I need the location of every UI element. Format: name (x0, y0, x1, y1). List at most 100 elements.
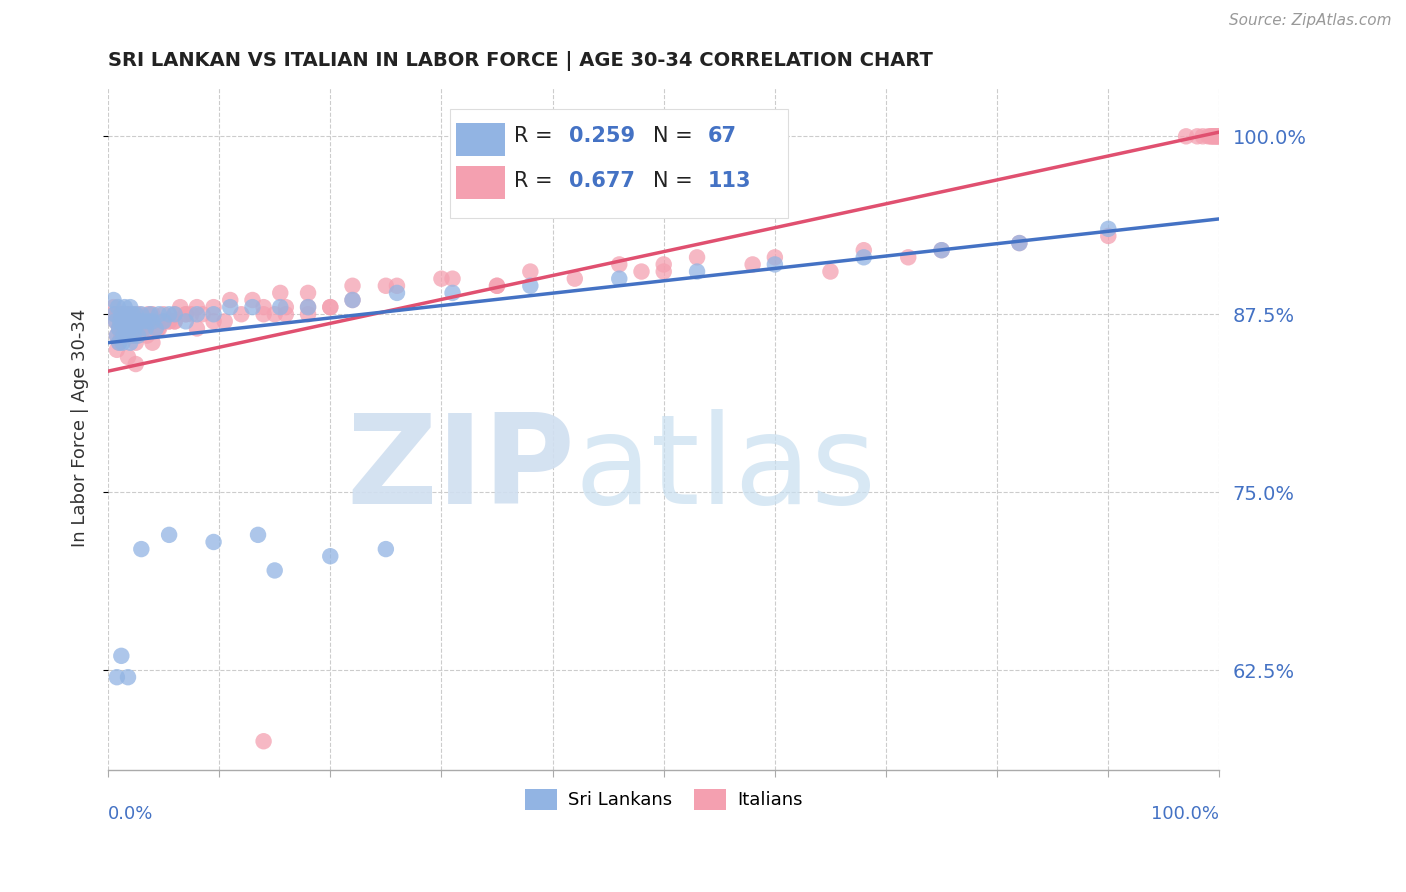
Point (110, 314, 132, 328)
Point (607, 271, 630, 285)
Text: N =: N = (652, 170, 699, 191)
Point (136, 307, 159, 321)
Point (319, 549, 342, 564)
Point (1202, 129, 1225, 144)
Point (111, 335, 134, 350)
Point (252, 307, 274, 321)
Point (111, 328, 134, 343)
Point (104, 307, 127, 321)
Point (342, 278, 364, 293)
Point (1097, 229, 1119, 244)
Point (263, 564, 285, 578)
Point (763, 257, 786, 271)
Point (191, 307, 214, 321)
Point (135, 321, 157, 335)
Point (105, 670, 128, 684)
Point (135, 314, 157, 328)
Point (931, 243, 953, 257)
Point (820, 264, 842, 278)
Point (105, 328, 128, 343)
Point (107, 300, 129, 314)
Point (169, 300, 191, 314)
Point (202, 307, 225, 321)
Point (120, 335, 142, 350)
Point (128, 307, 150, 321)
Point (120, 307, 142, 321)
Point (564, 271, 586, 285)
FancyBboxPatch shape (456, 123, 505, 156)
Point (141, 335, 163, 350)
Point (157, 314, 180, 328)
Point (385, 285, 408, 300)
Point (686, 250, 709, 264)
Point (219, 300, 242, 314)
Point (112, 321, 135, 335)
Point (120, 300, 142, 314)
Point (108, 335, 131, 350)
Point (117, 350, 139, 364)
Point (145, 321, 167, 335)
Point (121, 328, 143, 343)
Point (118, 328, 141, 343)
Legend: Sri Lankans, Italians: Sri Lankans, Italians (516, 780, 811, 819)
Point (1206, 129, 1229, 144)
Point (122, 321, 145, 335)
Point (111, 314, 134, 328)
Point (114, 307, 136, 321)
Point (242, 293, 264, 307)
Point (114, 321, 136, 335)
Point (152, 314, 174, 328)
Point (1204, 129, 1226, 144)
Point (114, 321, 136, 335)
Point (163, 314, 186, 328)
Point (114, 314, 136, 328)
Text: Source: ZipAtlas.com: Source: ZipAtlas.com (1229, 13, 1392, 29)
Point (1175, 129, 1198, 144)
Point (342, 293, 364, 307)
Point (252, 734, 274, 748)
Point (105, 343, 128, 357)
Point (1191, 129, 1213, 144)
Point (274, 307, 297, 321)
Point (117, 314, 139, 328)
Point (607, 257, 630, 271)
Point (132, 321, 155, 335)
Point (107, 307, 129, 321)
Point (374, 278, 396, 293)
Point (125, 328, 148, 343)
Point (441, 271, 464, 285)
Point (319, 300, 342, 314)
Text: 100.0%: 100.0% (1152, 805, 1219, 823)
Point (152, 307, 174, 321)
Point (297, 307, 319, 321)
Point (108, 321, 131, 335)
Point (157, 314, 180, 328)
Point (1202, 129, 1225, 144)
Point (127, 328, 149, 343)
Point (519, 278, 541, 293)
Point (1197, 129, 1219, 144)
Text: R =: R = (513, 127, 560, 146)
Point (297, 300, 319, 314)
Point (319, 300, 342, 314)
Point (114, 314, 136, 328)
Point (110, 314, 132, 328)
Point (297, 285, 319, 300)
Point (141, 307, 163, 321)
Point (202, 314, 225, 328)
Point (131, 542, 153, 557)
Text: 0.677: 0.677 (569, 170, 636, 191)
Point (374, 542, 396, 557)
Point (852, 243, 875, 257)
FancyBboxPatch shape (450, 109, 789, 218)
Point (131, 314, 153, 328)
Point (686, 264, 709, 278)
Text: 67: 67 (709, 127, 737, 146)
Point (157, 307, 180, 321)
Point (202, 535, 225, 549)
Text: ZIP: ZIP (346, 409, 575, 530)
Point (247, 528, 270, 542)
Point (157, 528, 180, 542)
Point (219, 293, 242, 307)
Point (652, 264, 675, 278)
